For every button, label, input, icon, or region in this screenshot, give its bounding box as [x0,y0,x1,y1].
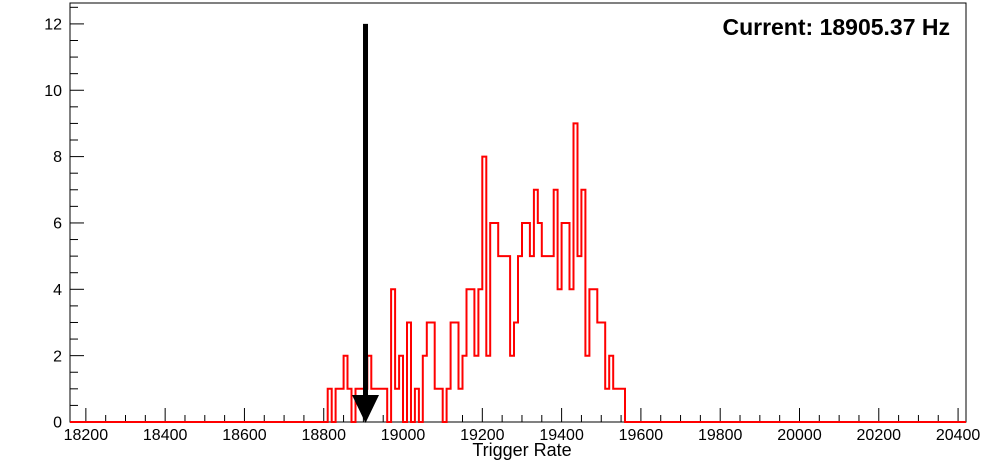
x-tick-label: 19800 [698,427,743,444]
y-tick-label: 2 [53,348,62,365]
x-axis-title: Trigger Rate [472,440,572,460]
x-tick-label: 19600 [619,427,664,444]
x-tick-label: 20000 [777,427,822,444]
x-tick-label: 20200 [857,427,902,444]
x-tick-label: 18600 [222,427,267,444]
x-tick-label: 19200 [460,427,505,444]
y-tick-label: 12 [44,17,62,34]
y-tick-label: 4 [53,282,62,299]
x-tick-label: 18200 [64,427,109,444]
x-tick-label: 18400 [143,427,188,444]
x-tick-label: 19000 [381,427,426,444]
y-tick-label: 6 [53,216,62,233]
x-tick-label: 18800 [301,427,346,444]
y-tick-label: 10 [44,83,62,100]
y-tick-label: 8 [53,149,62,166]
current-arrow-head [352,395,380,423]
histogram-outline [70,122,966,423]
x-tick-label: 20400 [936,427,981,444]
x-tick-label: 19400 [539,427,584,444]
plot-frame [69,2,967,423]
current-rate-label: Current: 18905.37 Hz [722,14,950,40]
y-tick-label: 0 [53,415,62,432]
